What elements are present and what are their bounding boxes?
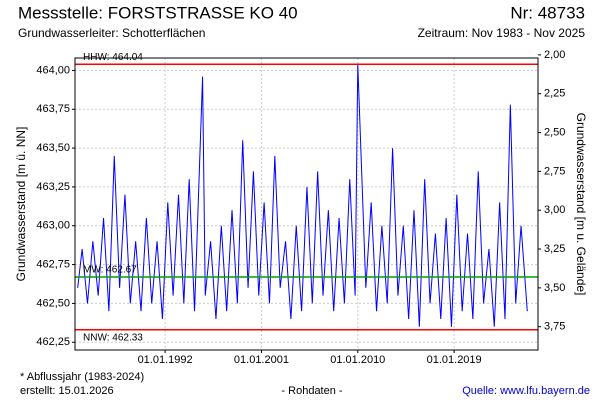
- aquifer: Grundwasserleiter: Schotterflächen: [18, 26, 205, 40]
- x-tick-label: 01.01.2019: [427, 354, 482, 366]
- y2-tick-label: 3,00: [544, 204, 565, 216]
- period: Zeitraum: Nov 1983 - Nov 2025: [418, 26, 586, 40]
- y-tick-label: 462,75: [36, 258, 70, 270]
- y-tick-label: 463,75: [36, 103, 70, 115]
- raw-data-note: - Rohdaten -: [281, 385, 342, 397]
- y2-tick-label: 3,50: [544, 282, 565, 294]
- y-axis-label: Grundwasserstand [m ü. NN]: [14, 127, 28, 282]
- y2-axis-label: Grundwasserstand [m u. Gelände]: [574, 113, 588, 296]
- series-line: [77, 64, 528, 327]
- y2-tick-label: 3,25: [544, 243, 565, 255]
- y2-tick-label: 2,75: [544, 165, 565, 177]
- y-tick-label: 463,50: [36, 142, 70, 154]
- y-tick-label: 462,25: [36, 336, 70, 348]
- x-tick-label: 01.01.2010: [330, 354, 385, 366]
- y2-tick-label: 2,00: [544, 49, 565, 61]
- station-number: Nr: 48733: [510, 3, 585, 22]
- y2-tick-label: 3,75: [544, 321, 565, 333]
- reference-label: MW: 462.67: [83, 265, 137, 276]
- created: erstellt: 15.01.2026: [20, 385, 114, 397]
- x-tick-label: 01.01.2001: [234, 354, 289, 366]
- y-tick-label: 464,00: [36, 64, 70, 76]
- y2-tick-label: 2,50: [544, 126, 565, 138]
- x-tick-label: 01.01.1992: [138, 354, 193, 366]
- source: Quelle: www.lfu.bayern.de: [462, 385, 590, 397]
- plot-frame: [74, 57, 539, 351]
- y-tick-label: 463,00: [36, 220, 70, 232]
- reference-label: HHW: 464.04: [83, 52, 143, 63]
- chart-title: Messstelle: FORSTSTRASSE KO 40: [18, 3, 298, 22]
- reference-label: NNW: 462.33: [83, 332, 143, 343]
- y-tick-label: 463,25: [36, 181, 70, 193]
- footnote: * Abflussjahr (1983-2024): [20, 371, 144, 383]
- y-tick-label: 462,50: [36, 297, 70, 309]
- y2-tick-label: 2,25: [544, 88, 565, 100]
